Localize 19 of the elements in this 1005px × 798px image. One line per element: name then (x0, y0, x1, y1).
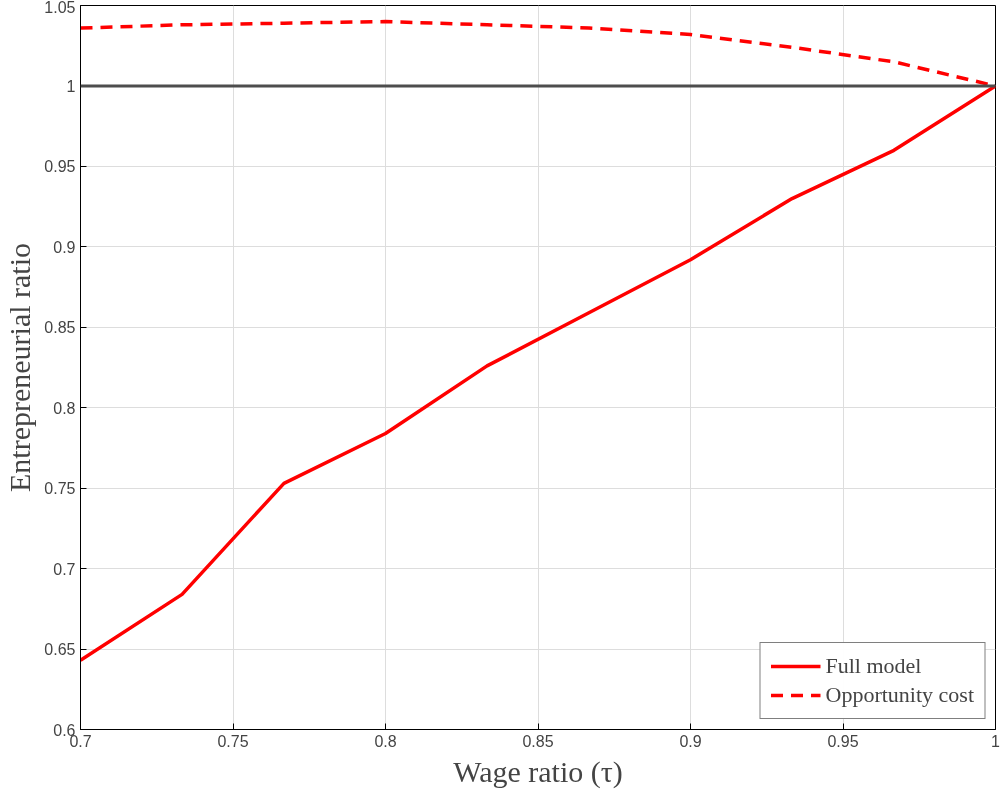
y-tick-label: 1 (66, 77, 76, 95)
y-tick-label: 0.9 (53, 238, 76, 256)
x-tick-label: 0.85 (522, 732, 554, 750)
y-tick-label: 0.65 (44, 641, 76, 659)
y-tick-label: 0.8 (53, 399, 76, 417)
y-tick-label: 1.05 (44, 0, 76, 16)
y-tick-label: 0.7 (53, 560, 76, 578)
y-tick-label: 0.75 (44, 480, 76, 498)
x-tick-label: 1 (991, 732, 1001, 750)
legend-label: Full model (825, 653, 922, 679)
x-tick-label: 0.8 (374, 732, 397, 750)
x-axis-title: Wage ratio (τ) (453, 754, 623, 789)
x-tick-label: 0.75 (217, 732, 249, 750)
y-axis-title: Entrepreneurial ratio (3, 242, 37, 493)
legend-label: Opportunity cost (825, 682, 974, 708)
y-tick-label: 0.95 (44, 158, 76, 176)
x-tick-label: 0.95 (827, 732, 859, 750)
x-tick-label: 0.9 (679, 732, 702, 750)
y-tick-label: 0.85 (44, 319, 76, 337)
